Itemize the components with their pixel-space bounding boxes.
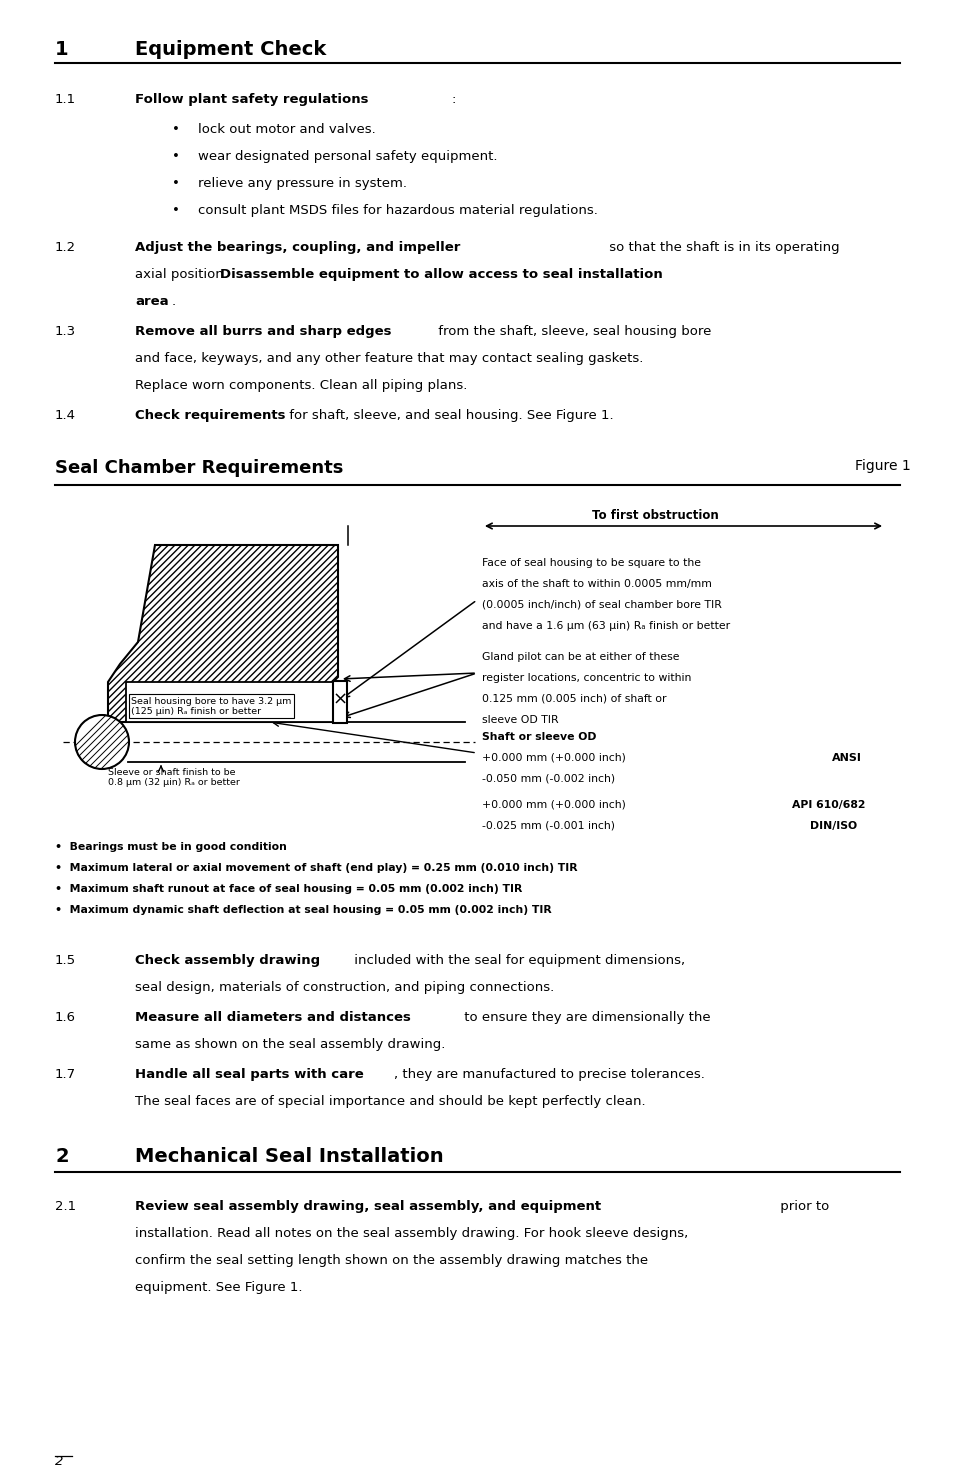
- Text: 1: 1: [55, 40, 69, 59]
- Text: +0.000 mm (+0.000 inch): +0.000 mm (+0.000 inch): [481, 754, 625, 763]
- Text: 1.6: 1.6: [55, 1010, 76, 1024]
- Text: 1.3: 1.3: [55, 324, 76, 338]
- Text: same as shown on the seal assembly drawing.: same as shown on the seal assembly drawi…: [135, 1038, 445, 1052]
- Text: area: area: [135, 295, 169, 308]
- Text: 1.2: 1.2: [55, 240, 76, 254]
- Text: Seal Chamber Requirements: Seal Chamber Requirements: [55, 459, 343, 476]
- Text: Adjust the bearings, coupling, and impeller: Adjust the bearings, coupling, and impel…: [135, 240, 460, 254]
- Text: seal design, materials of construction, and piping connections.: seal design, materials of construction, …: [135, 981, 554, 994]
- Text: Replace worn components. Clean all piping plans.: Replace worn components. Clean all pipin…: [135, 379, 467, 392]
- Text: •  Maximum shaft runout at face of seal housing = 0.05 mm (0.002 inch) TIR: • Maximum shaft runout at face of seal h…: [55, 884, 522, 894]
- Text: equipment. See Figure 1.: equipment. See Figure 1.: [135, 1280, 302, 1294]
- Text: Sleeve or shaft finish to be
0.8 μm (32 μin) Rₐ or better: Sleeve or shaft finish to be 0.8 μm (32 …: [108, 768, 239, 788]
- Text: and face, keyways, and any other feature that may contact sealing gaskets.: and face, keyways, and any other feature…: [135, 353, 642, 364]
- Text: consult plant MSDS files for hazardous material regulations.: consult plant MSDS files for hazardous m…: [198, 204, 598, 217]
- Text: 0.125 mm (0.005 inch) of shaft or: 0.125 mm (0.005 inch) of shaft or: [481, 695, 666, 704]
- Text: 2: 2: [55, 1148, 69, 1167]
- Text: -0.050 mm (-0.002 inch): -0.050 mm (-0.002 inch): [481, 774, 615, 785]
- Text: register locations, concentric to within: register locations, concentric to within: [481, 673, 691, 683]
- Text: confirm the seal setting length shown on the assembly drawing matches the: confirm the seal setting length shown on…: [135, 1254, 647, 1267]
- Text: Review seal assembly drawing, seal assembly, and equipment: Review seal assembly drawing, seal assem…: [135, 1201, 600, 1212]
- Text: Check requirements: Check requirements: [135, 409, 285, 422]
- Text: •  Maximum lateral or axial movement of shaft (end play) = 0.25 mm (0.010 inch) : • Maximum lateral or axial movement of s…: [55, 863, 577, 873]
- Text: so that the shaft is in its operating: so that the shaft is in its operating: [604, 240, 839, 254]
- Text: axis of the shaft to within 0.0005 mm/mm: axis of the shaft to within 0.0005 mm/mm: [481, 580, 711, 589]
- Text: prior to: prior to: [775, 1201, 828, 1212]
- Text: Gland pilot can be at either of these: Gland pilot can be at either of these: [481, 652, 679, 662]
- Text: 1.1: 1.1: [55, 93, 76, 106]
- Text: axial position.: axial position.: [135, 268, 232, 282]
- Text: •: •: [172, 204, 180, 217]
- Text: Seal housing bore to have 3.2 μm
(125 μin) Rₐ finish or better: Seal housing bore to have 3.2 μm (125 μi…: [131, 696, 291, 715]
- Text: (0.0005 inch/inch) of seal chamber bore TIR: (0.0005 inch/inch) of seal chamber bore …: [481, 600, 721, 611]
- Text: 1.7: 1.7: [55, 1068, 76, 1081]
- Text: +0.000 mm (+0.000 inch): +0.000 mm (+0.000 inch): [481, 799, 625, 810]
- Text: DIN/ISO: DIN/ISO: [809, 822, 856, 830]
- Text: installation. Read all notes on the seal assembly drawing. For hook sleeve desig: installation. Read all notes on the seal…: [135, 1227, 687, 1240]
- Text: •  Bearings must be in good condition: • Bearings must be in good condition: [55, 842, 287, 853]
- Bar: [333, 681, 347, 723]
- Text: 1.4: 1.4: [55, 409, 76, 422]
- Text: wear designated personal safety equipment.: wear designated personal safety equipmen…: [198, 150, 497, 164]
- Polygon shape: [126, 681, 333, 721]
- Text: To first obstruction: To first obstruction: [591, 509, 718, 522]
- Text: sleeve OD TIR: sleeve OD TIR: [481, 715, 558, 726]
- Text: Equipment Check: Equipment Check: [135, 40, 326, 59]
- Text: Check assembly drawing: Check assembly drawing: [135, 954, 320, 968]
- Text: API 610/682: API 610/682: [791, 799, 864, 810]
- Text: Disassemble equipment to allow access to seal installation: Disassemble equipment to allow access to…: [220, 268, 662, 282]
- Text: included with the seal for equipment dimensions,: included with the seal for equipment dim…: [350, 954, 684, 968]
- Text: .: .: [172, 295, 176, 308]
- Text: Handle all seal parts with care: Handle all seal parts with care: [135, 1068, 363, 1081]
- Text: Mechanical Seal Installation: Mechanical Seal Installation: [135, 1148, 443, 1167]
- Text: ANSI: ANSI: [831, 754, 861, 763]
- Text: ×: ×: [332, 690, 347, 709]
- Circle shape: [75, 715, 129, 768]
- Polygon shape: [108, 544, 337, 721]
- Text: The seal faces are of special importance and should be kept perfectly clean.: The seal faces are of special importance…: [135, 1094, 645, 1108]
- Text: Measure all diameters and distances: Measure all diameters and distances: [135, 1010, 411, 1024]
- Text: from the shaft, sleeve, seal housing bore: from the shaft, sleeve, seal housing bor…: [434, 324, 711, 338]
- Text: , they are manufactured to precise tolerances.: , they are manufactured to precise toler…: [394, 1068, 704, 1081]
- Text: Figure 1: Figure 1: [854, 459, 910, 473]
- Text: Follow plant safety regulations: Follow plant safety regulations: [135, 93, 368, 106]
- Text: •: •: [172, 122, 180, 136]
- Text: :: :: [452, 93, 456, 106]
- Text: •: •: [172, 177, 180, 190]
- Text: relieve any pressure in system.: relieve any pressure in system.: [198, 177, 407, 190]
- Text: Face of seal housing to be square to the: Face of seal housing to be square to the: [481, 558, 700, 568]
- Text: lock out motor and valves.: lock out motor and valves.: [198, 122, 375, 136]
- Text: Shaft or sleeve OD: Shaft or sleeve OD: [481, 732, 596, 742]
- Text: 2: 2: [55, 1454, 63, 1468]
- Text: -0.025 mm (-0.001 inch): -0.025 mm (-0.001 inch): [481, 822, 615, 830]
- Text: •: •: [172, 150, 180, 164]
- Text: to ensure they are dimensionally the: to ensure they are dimensionally the: [459, 1010, 710, 1024]
- Text: and have a 1.6 μm (63 μin) Rₐ finish or better: and have a 1.6 μm (63 μin) Rₐ finish or …: [481, 621, 729, 631]
- Text: for shaft, sleeve, and seal housing. See Figure 1.: for shaft, sleeve, and seal housing. See…: [285, 409, 613, 422]
- Text: 2.1: 2.1: [55, 1201, 76, 1212]
- Text: Remove all burrs and sharp edges: Remove all burrs and sharp edges: [135, 324, 391, 338]
- Text: •  Maximum dynamic shaft deflection at seal housing = 0.05 mm (0.002 inch) TIR: • Maximum dynamic shaft deflection at se…: [55, 906, 551, 914]
- Text: 1.5: 1.5: [55, 954, 76, 968]
